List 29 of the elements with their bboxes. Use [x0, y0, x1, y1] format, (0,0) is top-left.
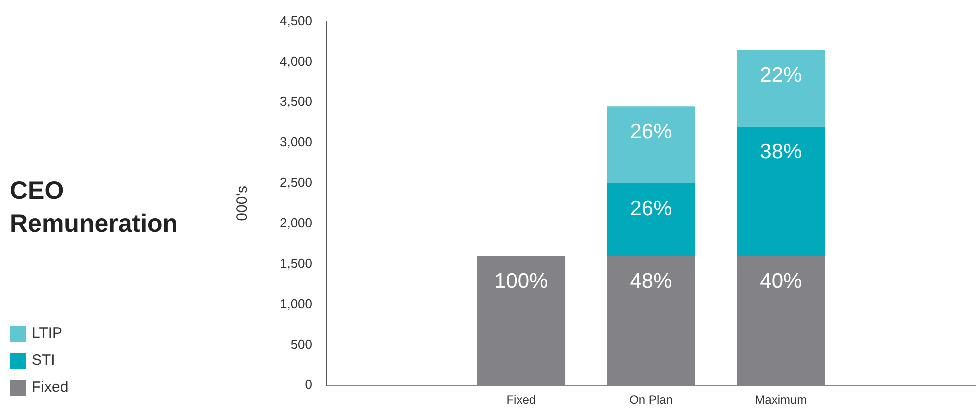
x-tick-label: Maximum — [755, 393, 808, 408]
x-tick-label: Fixed — [506, 393, 536, 408]
annotation: 22% — [760, 64, 802, 87]
y-tick-label: 0 — [305, 377, 313, 392]
annotation: 48% — [630, 270, 672, 294]
y-tick-label: 1,500 — [280, 256, 313, 271]
y-tick-label: 1,000 — [280, 296, 313, 312]
bar — [736, 50, 826, 127]
legend-label: LTIP — [32, 325, 63, 342]
x-tick-label: On Plan — [630, 393, 673, 408]
text: CEO Remuneration — [10, 176, 180, 240]
y-tick-label: 500 — [290, 336, 313, 352]
annotation: 26% — [630, 197, 672, 220]
annotation: 26% — [630, 120, 672, 144]
y-axis-title: 000's — [234, 186, 252, 222]
y-tick-label: 2,500 — [280, 175, 313, 190]
annotation: 38% — [760, 140, 802, 164]
annotation: 100% — [494, 270, 548, 294]
bar — [607, 183, 696, 256]
y-tick-label: 4,500 — [280, 13, 313, 28]
bar — [607, 106, 696, 184]
y-tick-label: 2,000 — [280, 215, 313, 230]
y-tick-label: 4,000 — [280, 54, 313, 69]
annotation: 40% — [760, 270, 802, 294]
legend-label: STI — [32, 352, 56, 369]
bar — [736, 126, 826, 256]
y-tick-label: 3,000 — [280, 134, 313, 150]
legend-label: Fixed — [32, 379, 69, 396]
y-tick-label: 3,500 — [280, 94, 313, 110]
